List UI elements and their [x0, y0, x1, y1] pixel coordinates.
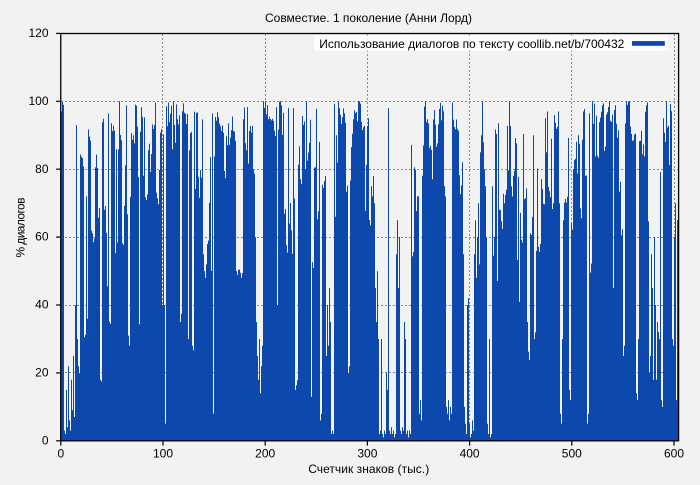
svg-text:200: 200: [255, 447, 275, 461]
svg-text:Использование диалогов по текс: Использование диалогов по тексту coollib…: [319, 37, 624, 51]
svg-text:Счетчик знаков (тыс.): Счетчик знаков (тыс.): [308, 462, 429, 476]
svg-text:0: 0: [57, 447, 64, 461]
svg-text:60: 60: [35, 230, 49, 244]
svg-text:40: 40: [35, 298, 49, 312]
svg-text:100: 100: [28, 94, 48, 108]
svg-text:400: 400: [460, 447, 480, 461]
svg-text:600: 600: [664, 447, 684, 461]
svg-text:20: 20: [35, 366, 49, 380]
svg-text:100: 100: [153, 447, 173, 461]
svg-text:% диалогов: % диалогов: [14, 198, 28, 258]
svg-text:Совместие. 1 поколение (Анни Л: Совместие. 1 поколение (Анни Лорд): [265, 11, 472, 25]
svg-text:300: 300: [357, 447, 377, 461]
svg-text:500: 500: [562, 447, 582, 461]
svg-text:0: 0: [42, 433, 49, 447]
svg-text:120: 120: [28, 26, 48, 40]
svg-text:80: 80: [35, 162, 49, 176]
